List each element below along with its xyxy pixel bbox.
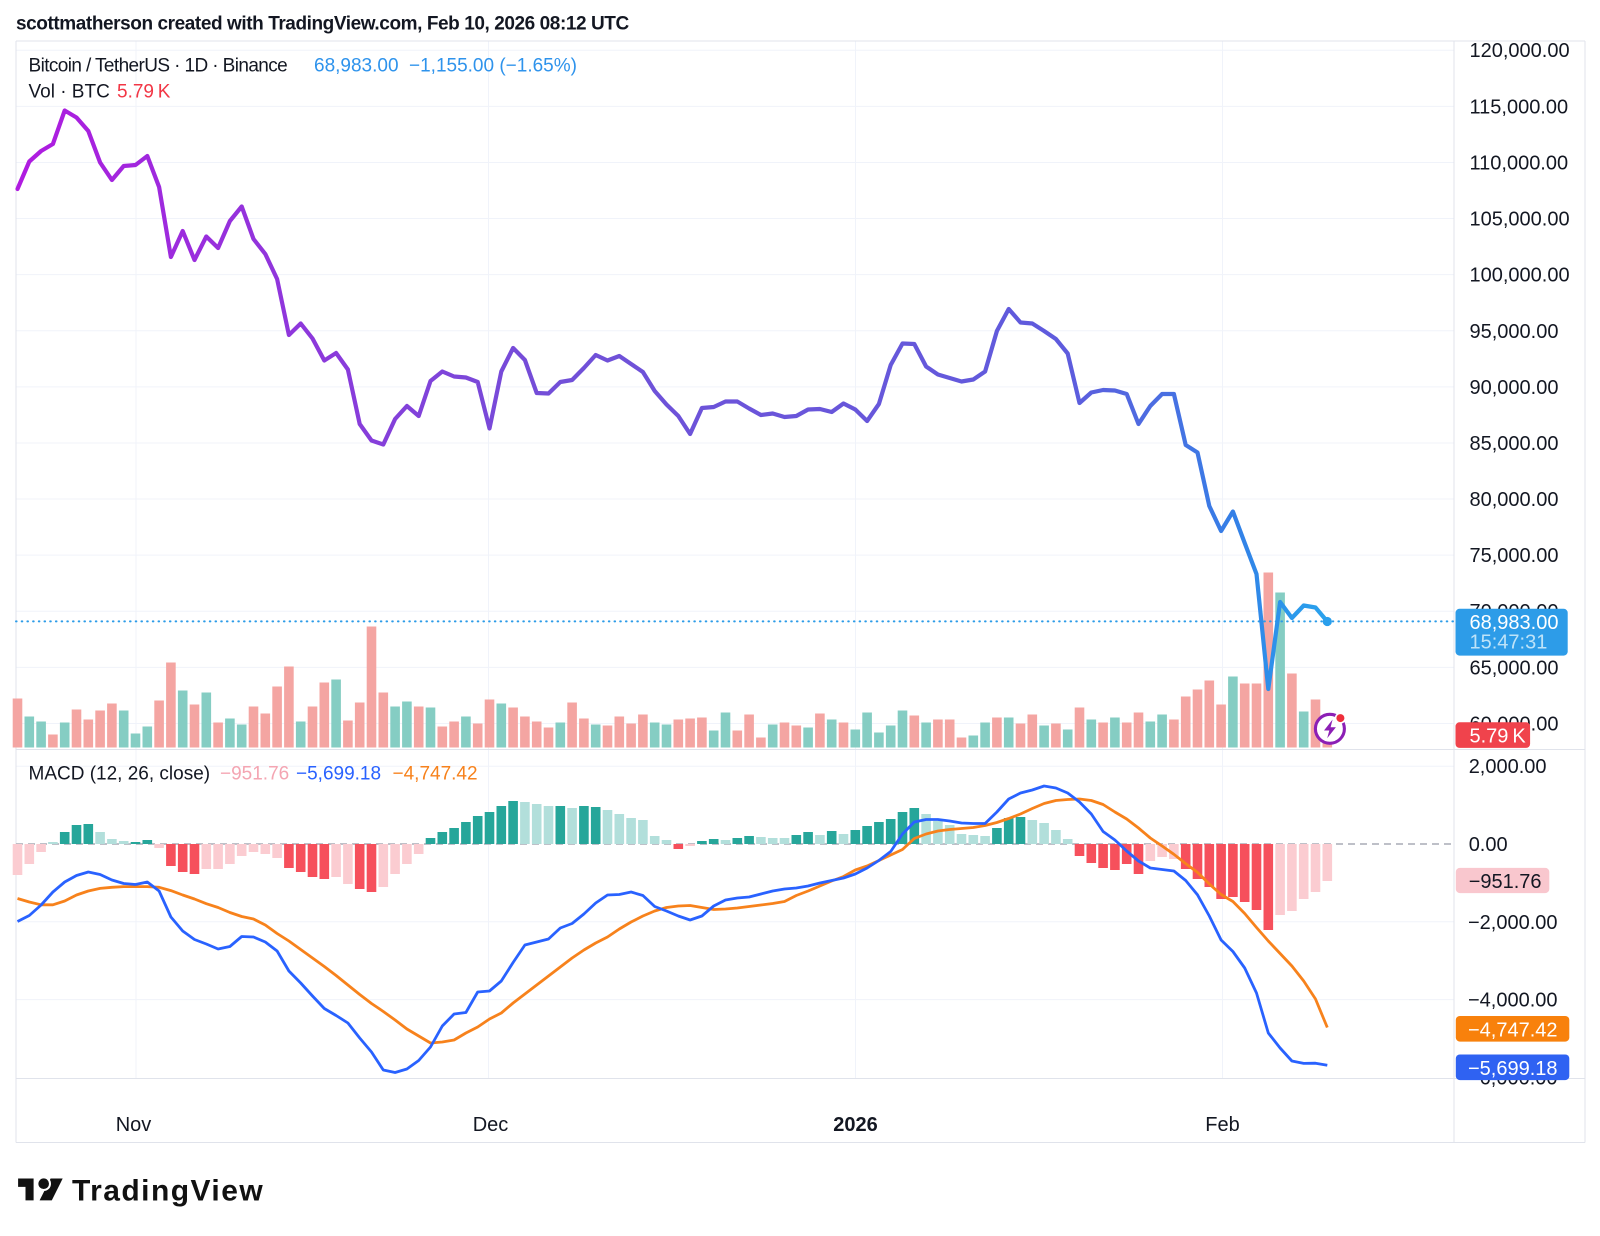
svg-text:Nov: Nov xyxy=(116,1114,152,1136)
svg-text:scottmatherson created with Tr: scottmatherson created with TradingView.… xyxy=(16,14,629,35)
svg-text:68,983.00: 68,983.00 xyxy=(1470,612,1559,634)
svg-text:120,000.00: 120,000.00 xyxy=(1470,40,1570,62)
svg-text:Dec: Dec xyxy=(473,1114,509,1136)
svg-text:0.00: 0.00 xyxy=(1469,834,1508,856)
svg-text:90,000.00: 90,000.00 xyxy=(1470,377,1559,399)
svg-text:−5,699.18: −5,699.18 xyxy=(1468,1058,1558,1080)
svg-text:Bitcoin / TetherUS · 1D · Bina: Bitcoin / TetherUS · 1D · Binance xyxy=(29,56,288,77)
svg-text:5.79 K: 5.79 K xyxy=(1470,725,1527,747)
svg-text:−4,000.00: −4,000.00 xyxy=(1468,990,1558,1012)
svg-text:−1,155.00 (−1.65%): −1,155.00 (−1.65%) xyxy=(409,56,577,77)
svg-text:−4,747.42: −4,747.42 xyxy=(1468,1019,1558,1041)
svg-text:Vol · BTC: Vol · BTC xyxy=(29,82,110,103)
svg-text:85,000.00: 85,000.00 xyxy=(1470,433,1559,455)
svg-text:15:47:31: 15:47:31 xyxy=(1470,632,1548,654)
svg-text:2026: 2026 xyxy=(833,1114,878,1136)
svg-text:65,000.00: 65,000.00 xyxy=(1470,657,1559,679)
svg-text:110,000.00: 110,000.00 xyxy=(1470,152,1569,174)
svg-text:95,000.00: 95,000.00 xyxy=(1470,321,1559,343)
svg-text:−951.76: −951.76 xyxy=(220,764,289,785)
svg-text:5.79 K: 5.79 K xyxy=(117,82,171,103)
svg-text:2,000.00: 2,000.00 xyxy=(1469,756,1547,778)
svg-text:100,000.00: 100,000.00 xyxy=(1470,265,1570,287)
svg-text:MACD (12, 26, close): MACD (12, 26, close) xyxy=(29,764,211,785)
svg-text:Feb: Feb xyxy=(1205,1114,1239,1136)
svg-text:75,000.00: 75,000.00 xyxy=(1470,545,1559,567)
svg-text:105,000.00: 105,000.00 xyxy=(1470,209,1570,231)
svg-text:−951.76: −951.76 xyxy=(1469,871,1542,893)
svg-text:TradingView: TradingView xyxy=(72,1175,264,1208)
svg-text:−5,699.18: −5,699.18 xyxy=(296,764,381,785)
svg-text:−4,747.42: −4,747.42 xyxy=(393,764,478,785)
svg-text:80,000.00: 80,000.00 xyxy=(1470,489,1559,511)
svg-text:−2,000.00: −2,000.00 xyxy=(1468,912,1558,934)
svg-text:115,000.00: 115,000.00 xyxy=(1470,96,1569,118)
svg-text:68,983.00: 68,983.00 xyxy=(314,56,399,77)
